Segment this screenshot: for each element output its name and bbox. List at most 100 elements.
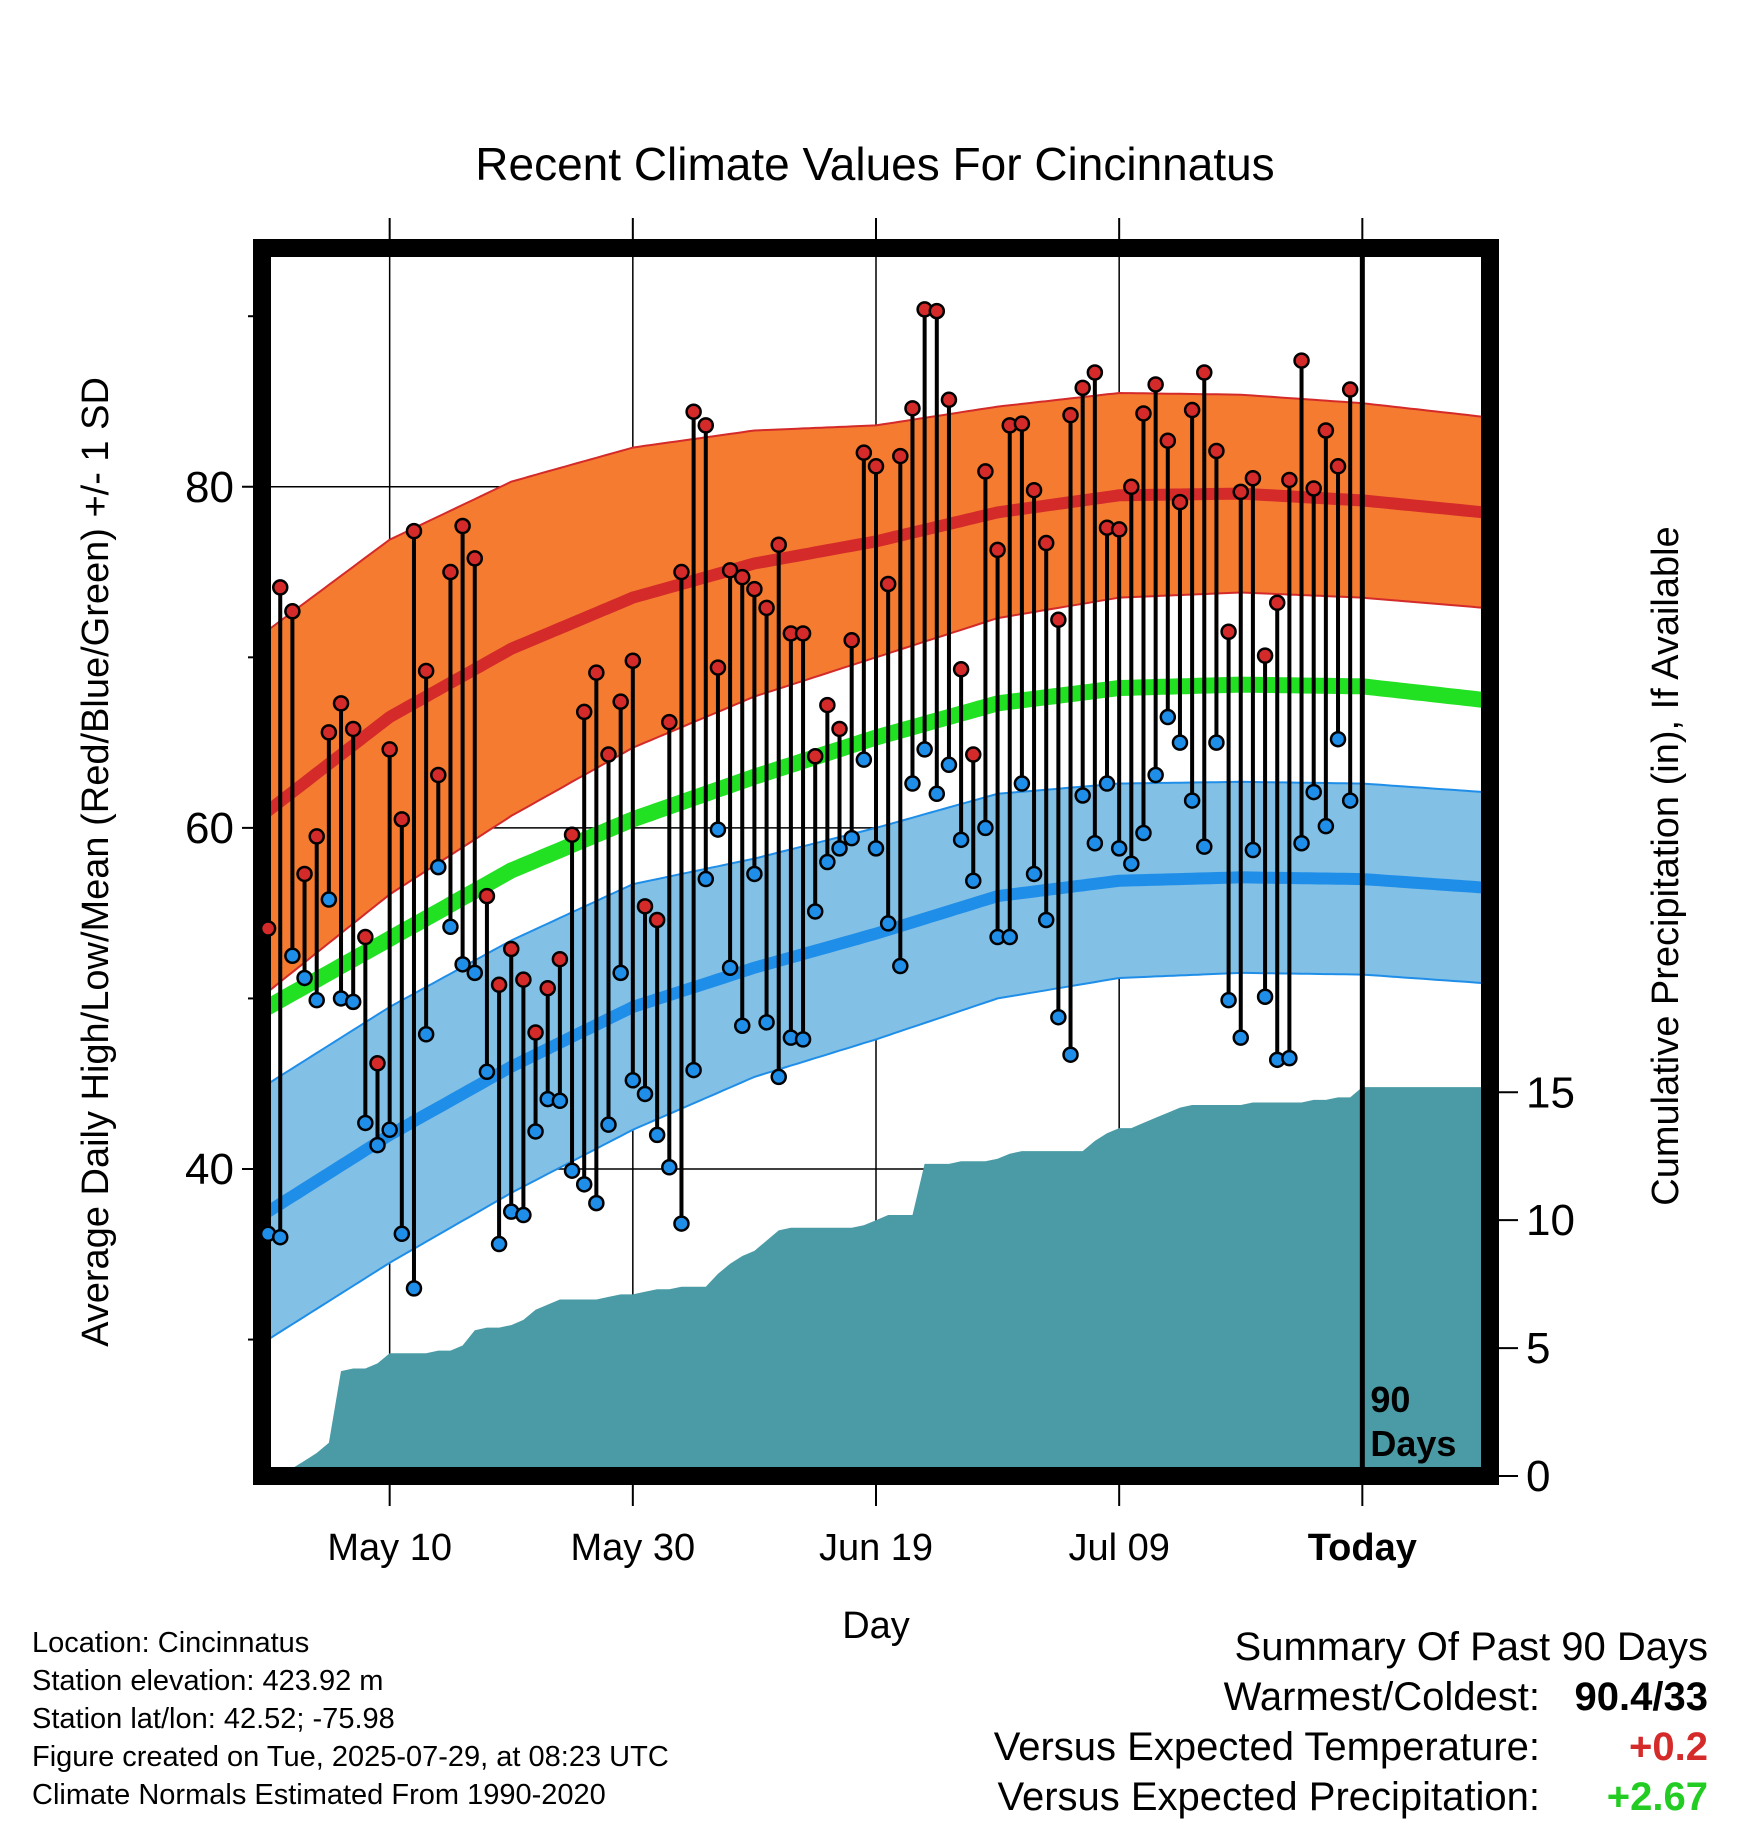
daily-low-point <box>1050 1008 1067 1026</box>
daily-high-point <box>1147 376 1164 393</box>
daily-high-point <box>527 1024 544 1041</box>
daily-high-point <box>442 563 459 581</box>
warm-cold-value: 90.4/33 <box>1574 1675 1708 1719</box>
daily-low-point <box>819 853 836 871</box>
y-tick-label-right: 0 <box>1526 1452 1550 1501</box>
daily-high-point <box>636 898 654 915</box>
daily-low-point <box>442 918 459 936</box>
x-tick-label: Jun 19 <box>819 1527 933 1569</box>
daily-low-point <box>965 872 982 890</box>
daily-high-point <box>563 826 581 843</box>
daily-high-point <box>600 746 617 763</box>
x-tick-label: Today <box>1308 1527 1417 1569</box>
station-elevation: Station elevation: 423.92 m <box>32 1665 384 1697</box>
daily-low-point <box>928 785 946 803</box>
daily-high-point <box>1159 432 1177 449</box>
daily-low-point <box>344 993 362 1011</box>
daily-high-point <box>1013 415 1031 432</box>
daily-high-point <box>1110 521 1128 538</box>
daily-low-point <box>271 1228 289 1246</box>
daily-high-point <box>259 920 277 937</box>
daily-low-point <box>551 1092 569 1110</box>
daily-high-point <box>673 563 690 581</box>
y-tick-label-left: 80 <box>185 463 234 512</box>
daily-low-point <box>1110 840 1128 857</box>
y-tick-label-left: 60 <box>185 804 234 853</box>
high-temp-sd-band <box>262 391 1490 993</box>
daily-low-point <box>624 1072 642 1089</box>
daily-high-point <box>1062 406 1079 424</box>
daily-low-point <box>1025 865 1043 883</box>
daily-low-point <box>1281 1049 1298 1067</box>
daily-high-point <box>928 302 946 320</box>
daily-high-point <box>490 976 508 994</box>
daily-low-point <box>563 1162 581 1179</box>
daily-low-point <box>952 831 970 849</box>
daily-low-point <box>746 865 763 883</box>
daily-low-point <box>977 819 994 837</box>
daily-high-point <box>709 659 727 676</box>
daily-low-point <box>636 1085 654 1103</box>
daily-high-point <box>1329 458 1347 475</box>
daily-low-point <box>1086 834 1104 852</box>
daily-low-point <box>734 1017 751 1034</box>
daily-high-point <box>1293 352 1310 369</box>
daily-high-point <box>271 579 289 596</box>
daily-low-point <box>1135 824 1152 842</box>
daily-low-point <box>454 956 471 973</box>
daily-low-point <box>1183 792 1201 809</box>
daily-high-point <box>502 940 520 958</box>
daily-low-point <box>478 1063 496 1081</box>
daily-high-point <box>892 447 909 465</box>
daily-low-point <box>685 1061 702 1079</box>
daily-low-point <box>1062 1046 1079 1063</box>
daily-high-point <box>308 828 325 845</box>
daily-low-point <box>648 1126 666 1144</box>
station-latlon: Station lat/lon: 42.52; -75.98 <box>32 1703 395 1735</box>
daily-high-point <box>1196 364 1213 381</box>
daily-high-point <box>661 713 678 731</box>
daily-high-point <box>284 603 301 620</box>
daily-high-point <box>794 625 812 642</box>
daily-high-point <box>1256 647 1274 664</box>
daily-high-point <box>819 696 836 714</box>
daily-high-point <box>1220 623 1237 640</box>
daily-low-point <box>916 741 933 758</box>
summary-title: Summary Of Past 90 Days <box>1234 1625 1708 1669</box>
daily-low-point <box>369 1136 386 1154</box>
daily-high-point <box>770 536 787 554</box>
daily-high-point <box>867 458 885 475</box>
daily-high-point <box>965 746 982 763</box>
daily-high-point <box>320 724 338 741</box>
daily-low-point <box>1220 991 1237 1009</box>
daily-high-point <box>685 403 702 420</box>
normals-period: Climate Normals Estimated From 1990-2020 <box>32 1779 606 1811</box>
y-tick-label-right: 10 <box>1526 1196 1575 1245</box>
today-marker-unit: Days <box>1370 1423 1456 1464</box>
temp-anomaly-label: Versus Expected Temperature: <box>993 1725 1540 1769</box>
daily-high-point <box>551 950 569 968</box>
daily-high-point <box>417 662 435 680</box>
y-axis-label-right: Cumulative Precipitation (in), If Availa… <box>1645 526 1687 1205</box>
daily-low-point <box>1147 766 1164 784</box>
daily-low-point <box>1098 775 1116 792</box>
daily-low-point <box>1208 734 1225 751</box>
warm-cold-label: Warmest/Coldest: <box>1223 1675 1540 1719</box>
daily-high-point <box>758 599 775 617</box>
daily-high-point <box>989 541 1006 559</box>
daily-low-point <box>575 1176 593 1193</box>
daily-low-point <box>515 1206 532 1224</box>
summary-temperature: Versus Expected Temperature: +0.2 <box>994 1722 1708 1772</box>
today-marker-group: 90 Days <box>1359 248 1456 1476</box>
precipitation-area <box>280 1087 1484 1476</box>
daily-high-point <box>1135 405 1152 422</box>
daily-high-point <box>977 463 994 480</box>
daily-high-point <box>1208 442 1225 460</box>
daily-high-point <box>466 550 484 567</box>
daily-high-point <box>381 741 398 758</box>
figure-created: Figure created on Tue, 2025-07-29, at 08… <box>32 1741 669 1773</box>
daily-low-point <box>600 1116 617 1133</box>
x-tick-label: May 10 <box>327 1527 452 1569</box>
daily-low-point <box>770 1068 787 1086</box>
